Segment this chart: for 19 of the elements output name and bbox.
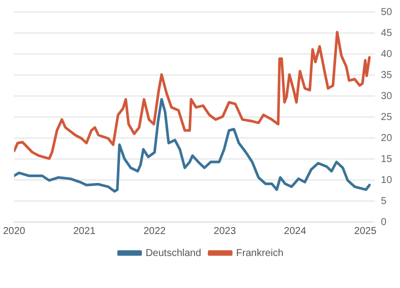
legend-label: Frankreich <box>236 248 284 259</box>
y-tick-label: 35 <box>380 70 392 81</box>
y-tick-label: 40 <box>380 48 392 60</box>
legend-label: Deutschland <box>146 248 202 259</box>
y-tick-label: 10 <box>380 174 392 186</box>
y-tick-label: 50 <box>380 6 392 18</box>
y-tick-label: 15 <box>380 154 392 165</box>
x-tick-label: 2024 <box>284 226 307 237</box>
x-tick-label: 2020 <box>3 226 26 237</box>
x-tick-label: 2023 <box>214 226 236 237</box>
x-tick-label: 2025 <box>354 226 377 237</box>
x-tick-label: 2022 <box>143 226 166 237</box>
y-tick-label: 25 <box>380 112 392 123</box>
y-tick-label: 20 <box>380 132 392 144</box>
x-tick-label: 2021 <box>73 226 96 237</box>
y-tick-label: 5 <box>380 196 387 207</box>
y-tick-label: 45 <box>380 28 392 39</box>
y-tick-label: 0 <box>380 216 387 228</box>
y-tick-label: 30 <box>380 90 392 102</box>
